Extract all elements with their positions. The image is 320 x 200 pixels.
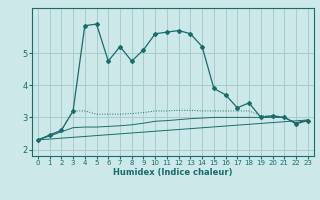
X-axis label: Humidex (Indice chaleur): Humidex (Indice chaleur): [113, 168, 233, 177]
